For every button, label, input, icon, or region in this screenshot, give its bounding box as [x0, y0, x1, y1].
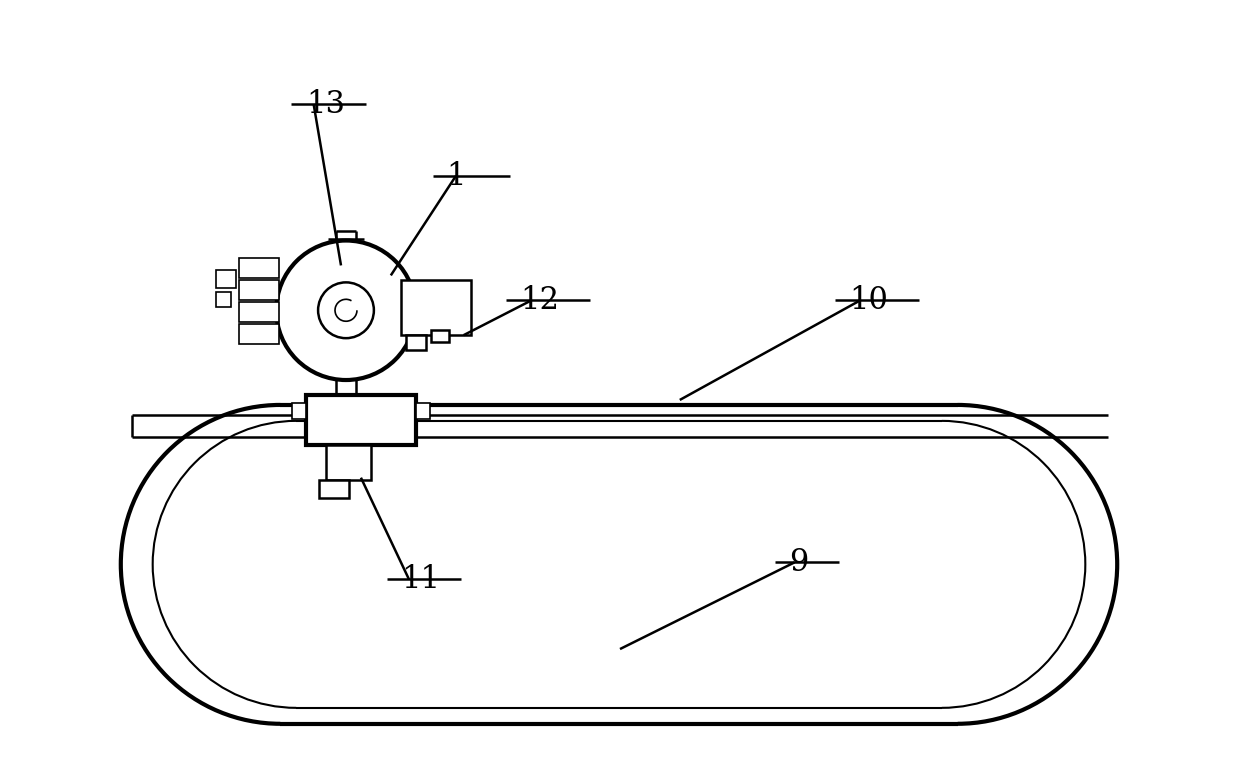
Bar — [306, 395, 416, 444]
Bar — [416, 403, 430, 419]
Bar — [292, 403, 306, 419]
Text: 9: 9 — [789, 547, 809, 578]
Bar — [239, 302, 279, 322]
Text: 11: 11 — [400, 564, 440, 595]
Text: 1: 1 — [446, 161, 466, 192]
Bar — [239, 281, 279, 301]
Text: 10: 10 — [849, 285, 888, 316]
Bar — [400, 281, 471, 335]
Bar — [326, 444, 370, 480]
Bar — [239, 258, 279, 278]
Bar — [431, 330, 449, 342]
Bar — [217, 271, 237, 288]
Circle shape — [318, 282, 374, 338]
Bar — [405, 335, 426, 350]
Text: 13: 13 — [306, 89, 346, 120]
Bar — [217, 292, 232, 308]
Circle shape — [276, 240, 416, 380]
Bar — [320, 480, 349, 498]
Bar — [239, 324, 279, 344]
Text: 12: 12 — [520, 285, 559, 316]
